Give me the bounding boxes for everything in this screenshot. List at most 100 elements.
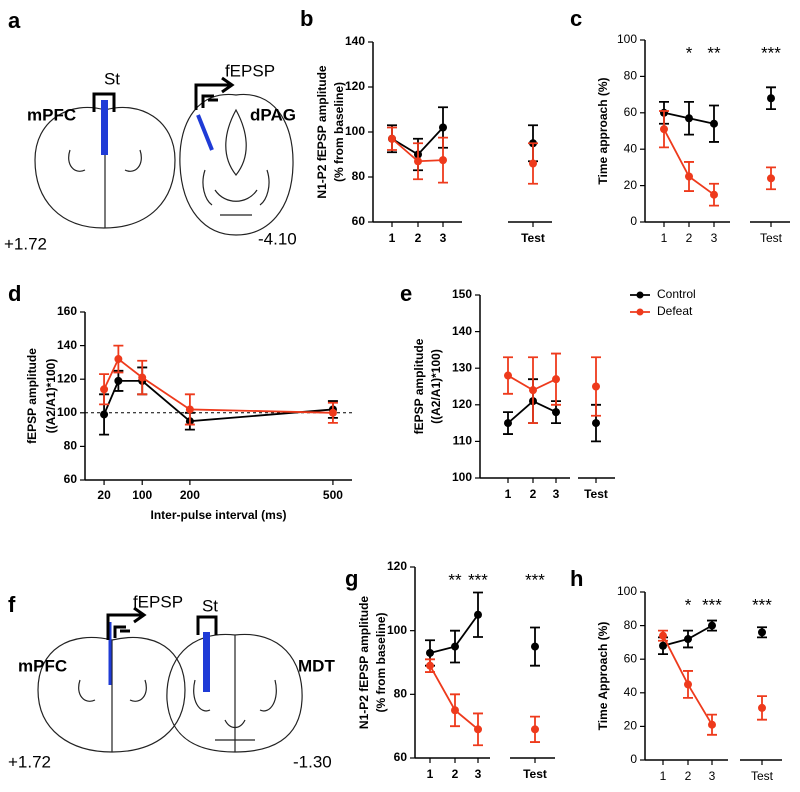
y-tick-label: 60 bbox=[64, 472, 78, 486]
x-tick-label: 1 bbox=[661, 231, 668, 245]
x-tick-label: 500 bbox=[323, 488, 343, 502]
annotation: *** bbox=[752, 595, 772, 614]
x-tick-label: 200 bbox=[180, 488, 200, 502]
label: dPAG bbox=[250, 105, 296, 124]
series-line bbox=[103, 379, 334, 423]
data-point bbox=[114, 376, 123, 385]
y-tick-label: 140 bbox=[57, 338, 77, 352]
y-axis-label: (% from baseline) bbox=[374, 612, 388, 712]
data-point bbox=[552, 408, 560, 417]
y-tick-label: 140 bbox=[452, 324, 472, 338]
label: mPFC bbox=[27, 105, 76, 124]
data-point bbox=[767, 174, 775, 183]
diagram-a: a St fEPSP mPFC dPAG +1.72 -4.10 bbox=[4, 8, 297, 254]
annotation: * bbox=[685, 595, 692, 614]
electrode bbox=[203, 632, 210, 692]
x-tick-label: 1 bbox=[660, 769, 667, 783]
legend-label: Control bbox=[657, 287, 696, 301]
data-point bbox=[414, 157, 422, 166]
x-tick-label: 3 bbox=[711, 231, 718, 245]
label: St bbox=[202, 596, 218, 615]
recorder bbox=[194, 76, 235, 110]
data-point bbox=[426, 648, 434, 657]
data-point bbox=[328, 408, 337, 417]
data-point bbox=[100, 410, 109, 419]
x-tick-label: Test bbox=[523, 767, 547, 781]
panel-letter: f bbox=[8, 592, 16, 617]
y-tick-label: 80 bbox=[624, 618, 638, 632]
data-point bbox=[100, 385, 109, 394]
annotation: *** bbox=[468, 570, 488, 589]
y-tick-label: 100 bbox=[387, 623, 407, 637]
y-axis-label: ((A2/A1)*100) bbox=[44, 359, 58, 434]
x-tick-label: Test bbox=[751, 769, 774, 783]
y-tick-label: 60 bbox=[624, 105, 638, 119]
y-axis-label: N1-P2 fEPSP amplitude bbox=[315, 65, 329, 198]
data-point bbox=[185, 405, 194, 414]
brain-outline bbox=[179, 93, 294, 236]
label: fEPSP bbox=[133, 592, 183, 611]
y-tick-label: 80 bbox=[64, 439, 78, 453]
label: MDT bbox=[298, 656, 335, 675]
series-line bbox=[429, 665, 479, 731]
electrode bbox=[196, 114, 214, 151]
data-point bbox=[504, 371, 512, 380]
legend-marker bbox=[636, 291, 644, 299]
label: mPFC bbox=[18, 656, 67, 675]
data-point bbox=[659, 631, 667, 640]
x-tick-label: 1 bbox=[389, 231, 396, 245]
data-point bbox=[685, 172, 693, 181]
x-tick-label: 3 bbox=[440, 231, 447, 245]
x-tick-label: 3 bbox=[475, 767, 482, 781]
label: +1.72 bbox=[8, 752, 51, 771]
data-point bbox=[592, 382, 600, 391]
y-tick-label: 60 bbox=[352, 214, 366, 228]
electrode bbox=[101, 100, 108, 155]
y-tick-label: 100 bbox=[345, 124, 365, 138]
data-point bbox=[531, 725, 539, 734]
y-tick-label: 100 bbox=[452, 470, 472, 484]
annotation: *** bbox=[702, 595, 722, 614]
data-point bbox=[529, 386, 537, 395]
data-point bbox=[685, 114, 693, 123]
label: St bbox=[104, 69, 120, 88]
data-point bbox=[710, 119, 718, 128]
data-point bbox=[426, 661, 434, 670]
panel-letter: g bbox=[345, 566, 358, 591]
stimulator bbox=[92, 92, 116, 112]
recorder bbox=[106, 606, 147, 640]
data-point bbox=[684, 635, 692, 644]
data-point bbox=[439, 156, 447, 165]
y-axis-label: Time Approach (%) bbox=[596, 622, 610, 731]
y-tick-label: 20 bbox=[624, 719, 638, 733]
y-tick-label: 140 bbox=[345, 34, 365, 48]
annotation: *** bbox=[525, 570, 545, 589]
y-tick-label: 80 bbox=[352, 169, 366, 183]
annotation: ** bbox=[707, 43, 721, 62]
data-point bbox=[531, 642, 539, 651]
data-point bbox=[708, 621, 716, 630]
y-axis-label: fEPSP amplitude bbox=[25, 348, 39, 444]
x-tick-label: 2 bbox=[452, 767, 459, 781]
data-point bbox=[474, 725, 482, 734]
data-point bbox=[758, 628, 766, 637]
data-point bbox=[684, 680, 692, 689]
y-tick-label: 120 bbox=[452, 397, 472, 411]
data-point bbox=[451, 706, 459, 715]
annotation: ** bbox=[448, 570, 462, 589]
brain-ventricle bbox=[68, 149, 142, 172]
y-tick-label: 80 bbox=[394, 687, 408, 701]
y-axis-label: ((A2/A1)*100) bbox=[429, 349, 443, 424]
data-point bbox=[474, 610, 482, 619]
legend-label: Defeat bbox=[657, 304, 693, 318]
y-tick-label: 60 bbox=[624, 651, 638, 665]
data-point bbox=[138, 373, 147, 382]
x-tick-label: 100 bbox=[132, 488, 152, 502]
y-tick-label: 40 bbox=[624, 685, 638, 699]
y-tick-label: 80 bbox=[624, 69, 638, 83]
y-tick-label: 100 bbox=[617, 32, 637, 46]
stimulator bbox=[196, 615, 218, 635]
panel-letter: d bbox=[8, 281, 21, 306]
y-tick-label: 130 bbox=[452, 360, 472, 374]
data-point bbox=[660, 125, 668, 134]
